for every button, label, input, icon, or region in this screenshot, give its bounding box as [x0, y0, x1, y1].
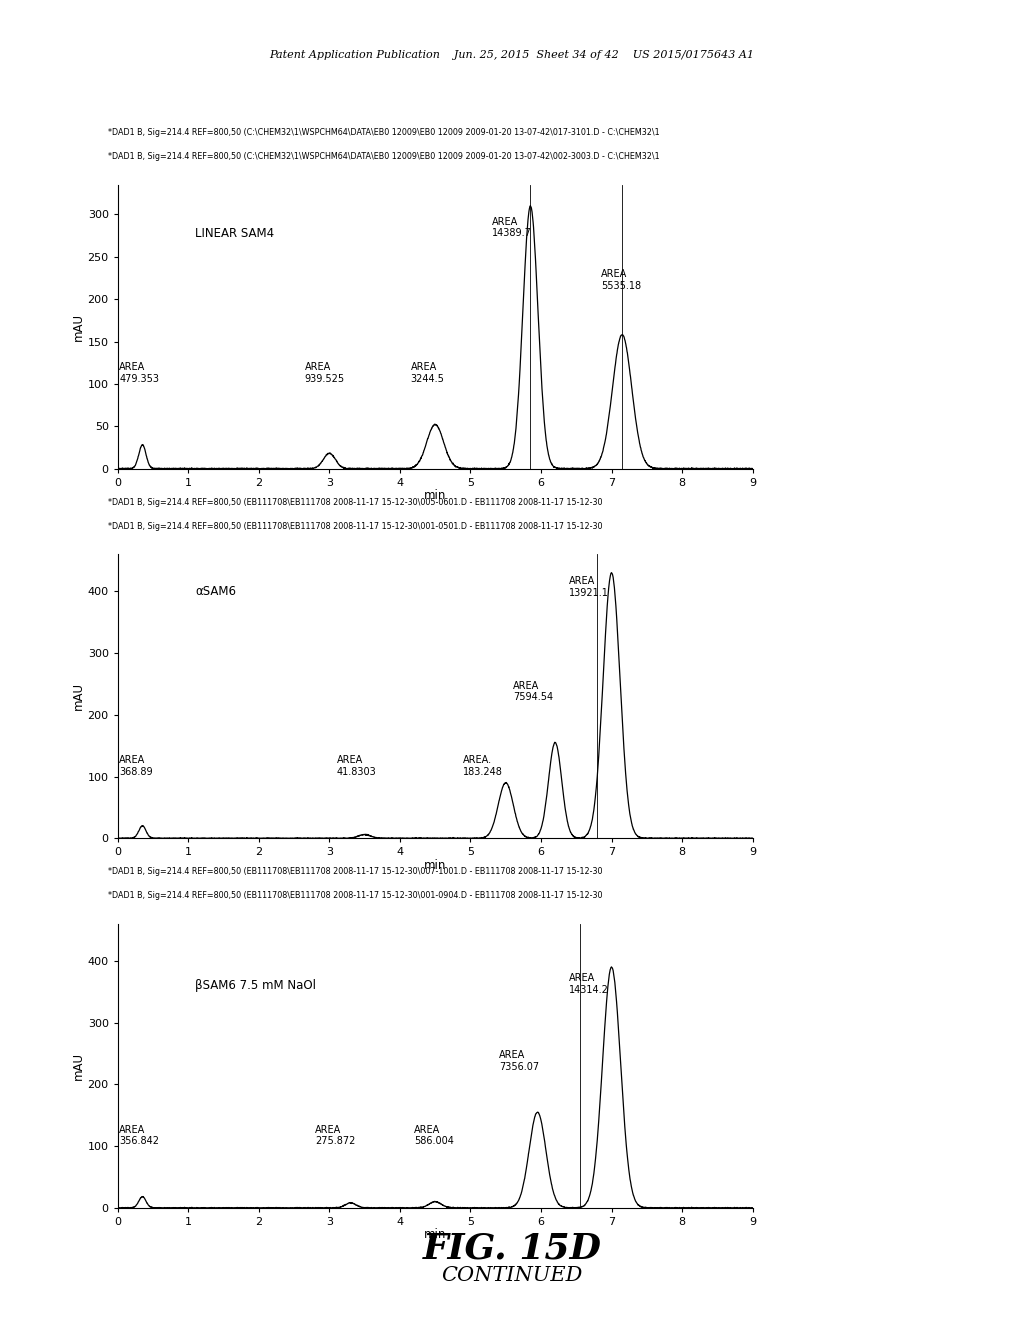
Text: AREA
13921.1: AREA 13921.1 [569, 576, 609, 598]
Text: AREA
7594.54: AREA 7594.54 [513, 681, 553, 702]
Text: AREA
368.89: AREA 368.89 [119, 755, 153, 776]
Text: *DAD1 B, Sig=214.4 REF=800,50 (EB111708\EB111708 2008-11-17 15-12-30\005-0601.D : *DAD1 B, Sig=214.4 REF=800,50 (EB111708\… [108, 498, 602, 507]
Y-axis label: mAU: mAU [72, 682, 85, 710]
Text: AREA
3244.5: AREA 3244.5 [411, 362, 444, 384]
Text: CONTINUED: CONTINUED [441, 1266, 583, 1284]
Text: AREA
479.353: AREA 479.353 [119, 362, 159, 384]
Text: Patent Application Publication    Jun. 25, 2015  Sheet 34 of 42    US 2015/01756: Patent Application Publication Jun. 25, … [269, 50, 755, 61]
Text: LINEAR SAM4: LINEAR SAM4 [196, 227, 274, 240]
Text: AREA
939.525: AREA 939.525 [305, 362, 345, 384]
Text: *DAD1 B, Sig=214.4 REF=800,50 (EB111708\EB111708 2008-11-17 15-12-30\001-0501.D : *DAD1 B, Sig=214.4 REF=800,50 (EB111708\… [108, 521, 602, 531]
Text: AREA
5535.18: AREA 5535.18 [601, 269, 641, 290]
Text: AREA
14389.7: AREA 14389.7 [492, 216, 531, 238]
X-axis label: min: min [424, 1228, 446, 1241]
Text: AREA
7356.07: AREA 7356.07 [499, 1051, 539, 1072]
Text: AREA
356.842: AREA 356.842 [119, 1125, 159, 1146]
X-axis label: min: min [424, 858, 446, 871]
Text: αSAM6: αSAM6 [196, 585, 237, 598]
Y-axis label: mAU: mAU [72, 313, 85, 341]
Text: βSAM6 7.5 mM NaOl: βSAM6 7.5 mM NaOl [196, 979, 316, 991]
Text: AREA
275.872: AREA 275.872 [315, 1125, 355, 1146]
Text: AREA
586.004: AREA 586.004 [414, 1125, 454, 1146]
Text: *DAD1 B, Sig=214.4 REF=800,50 (EB111708\EB111708 2008-11-17 15-12-30\001-0904.D : *DAD1 B, Sig=214.4 REF=800,50 (EB111708\… [108, 891, 602, 900]
Text: *DAD1 B, Sig=214.4 REF=800,50 (C:\CHEM32\1\WSPCHM64\DATA\EB0 12009\EB0 12009 200: *DAD1 B, Sig=214.4 REF=800,50 (C:\CHEM32… [108, 128, 659, 137]
Text: AREA
14314.2: AREA 14314.2 [569, 973, 609, 995]
Text: FIG. 15D: FIG. 15D [423, 1232, 601, 1266]
Text: *DAD1 B, Sig=214.4 REF=800,50 (EB111708\EB111708 2008-11-17 15-12-30\007-1001.D : *DAD1 B, Sig=214.4 REF=800,50 (EB111708\… [108, 867, 602, 876]
Text: *DAD1 B, Sig=214.4 REF=800,50 (C:\CHEM32\1\WSPCHM64\DATA\EB0 12009\EB0 12009 200: *DAD1 B, Sig=214.4 REF=800,50 (C:\CHEM32… [108, 152, 659, 161]
Text: AREA
41.8303: AREA 41.8303 [337, 755, 376, 776]
X-axis label: min: min [424, 488, 446, 502]
Y-axis label: mAU: mAU [72, 1052, 85, 1080]
Text: AREA.
183.248: AREA. 183.248 [464, 755, 503, 776]
